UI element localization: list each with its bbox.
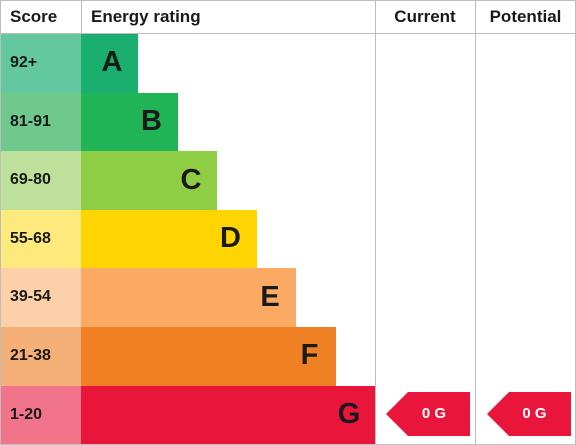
table-border-top [0,0,576,1]
header-potential: Potential [489,7,562,26]
score-cell-c: 69-80 [0,151,81,210]
rating-letter-b: B [141,104,162,137]
score-cell-a: 92+ [0,34,81,93]
rating-letter-g: G [337,397,361,430]
header-current: Current [394,7,456,26]
header-score: Score [10,7,58,26]
potential-rating-arrow [486,391,571,436]
column-divider-score [81,0,82,34]
score-cell-f: 21-38 [0,327,81,386]
column-divider-potential [475,0,476,445]
rating-bar-a [81,34,138,93]
header-divider [0,33,576,34]
score-cell-e: 39-54 [0,268,81,327]
score-cell-d: 55-68 [0,209,81,269]
rating-bar-b [81,92,178,152]
rating-letter-e: E [260,280,280,313]
current-rating-label: 0 G [421,404,447,422]
current-rating-arrow [386,391,470,436]
potential-rating-label: 0 G [522,404,547,422]
rating-bar-e [81,268,296,327]
header-energy-rating: Energy rating [91,7,201,26]
rating-letter-a: A [101,46,123,79]
rating-letter-f: F [300,339,319,372]
rating-letter-d: D [220,222,241,255]
table-border-left [0,0,1,445]
rating-bar-d [81,209,257,269]
rating-bar-f [81,327,336,386]
score-cell-g: 1-20 [0,385,81,445]
column-divider-current [375,0,376,445]
rating-bar-g [81,385,375,445]
score-cell-b: 81-91 [0,92,81,152]
rating-bar-c [81,151,217,210]
rating-letter-c: C [180,163,202,196]
